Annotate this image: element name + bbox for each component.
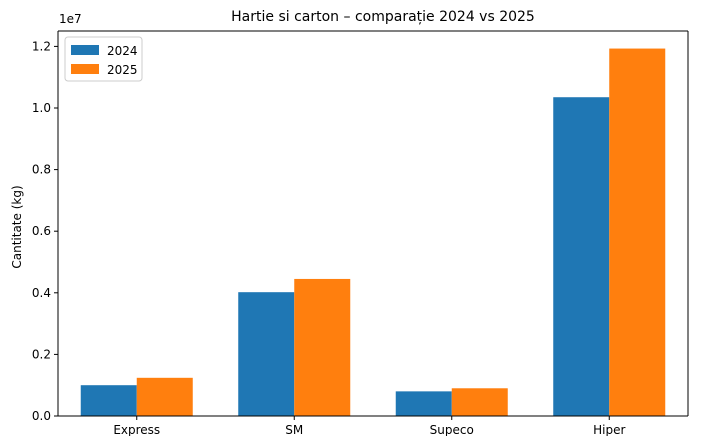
bar-2024-hiper xyxy=(553,97,610,416)
bar-2025-supeco xyxy=(451,388,508,416)
legend-label-2024: 2024 xyxy=(107,44,138,58)
bar-2024-express xyxy=(80,385,137,416)
chart-title: Hartie si carton – comparație 2024 vs 20… xyxy=(231,9,535,25)
y-tick-label: 0.6 xyxy=(32,224,51,238)
y-tick-label: 0.2 xyxy=(32,347,51,361)
bar-2025-hiper xyxy=(609,48,666,416)
legend-swatch-2024 xyxy=(71,45,99,55)
bar-2025-sm xyxy=(294,278,351,416)
x-tick-label: Express xyxy=(113,423,160,436)
plot-area: 0.0 0.2 0.4 0.6 0.8 1.0 1.2 Express SM Supeco Hipe… xyxy=(32,30,689,436)
bar-2024-sm xyxy=(238,292,295,416)
legend-label-2025: 2025 xyxy=(107,63,138,77)
x-tick-label: SM xyxy=(285,423,303,436)
y-tick-label: 0.4 xyxy=(32,286,51,300)
y-tick-label: 0.0 xyxy=(32,409,51,423)
x-tick-label: Supeco xyxy=(430,423,474,436)
x-tick-label: Hiper xyxy=(593,423,625,436)
y-offset-label: 1e7 xyxy=(59,12,82,26)
bar-2024-supeco xyxy=(395,391,452,416)
bar-2025-express xyxy=(136,377,193,416)
y-tick-label: 1.2 xyxy=(32,39,51,53)
y-tick-label: 0.8 xyxy=(32,163,51,177)
y-tick-label: 1.0 xyxy=(32,101,51,115)
y-axis-label: Cantitate (kg) xyxy=(10,185,24,268)
legend-swatch-2025 xyxy=(71,64,99,74)
